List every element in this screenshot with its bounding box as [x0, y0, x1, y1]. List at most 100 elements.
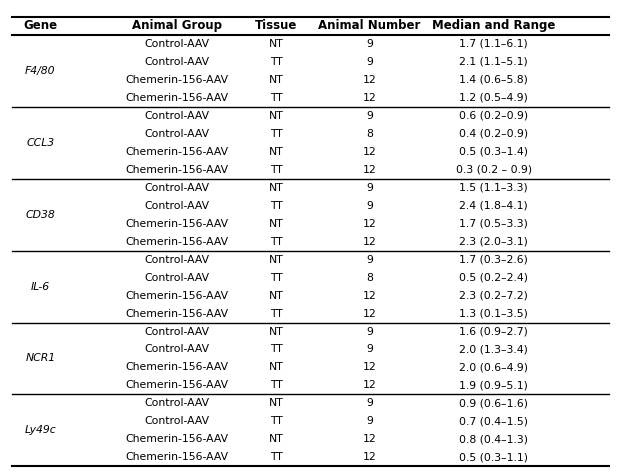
Text: 2.0 (1.3–3.4): 2.0 (1.3–3.4) [460, 344, 528, 354]
Text: Chemerin-156-AAV: Chemerin-156-AAV [125, 435, 229, 445]
Text: 8: 8 [366, 129, 373, 139]
Text: NT: NT [269, 399, 284, 408]
Text: 9: 9 [366, 417, 373, 427]
Text: TT: TT [270, 164, 283, 175]
Text: 0.5 (0.2–2.4): 0.5 (0.2–2.4) [459, 273, 528, 283]
Text: 9: 9 [366, 255, 373, 265]
Text: 1.7 (0.5–3.3): 1.7 (0.5–3.3) [460, 218, 528, 228]
Text: IL-6: IL-6 [31, 282, 50, 292]
Text: NT: NT [269, 326, 284, 336]
Text: Control-AAV: Control-AAV [145, 273, 209, 283]
Text: Chemerin-156-AAV: Chemerin-156-AAV [125, 380, 229, 390]
Text: Ly49c: Ly49c [24, 426, 57, 436]
Text: NT: NT [269, 435, 284, 445]
Text: 0.8 (0.4–1.3): 0.8 (0.4–1.3) [459, 435, 528, 445]
Text: 12: 12 [363, 218, 376, 228]
Text: 0.3 (0.2 – 0.9): 0.3 (0.2 – 0.9) [456, 164, 532, 175]
Text: NT: NT [269, 111, 284, 121]
Text: Chemerin-156-AAV: Chemerin-156-AAV [125, 147, 229, 157]
Text: 1.5 (1.1–3.3): 1.5 (1.1–3.3) [460, 182, 528, 192]
Text: 1.7 (0.3–2.6): 1.7 (0.3–2.6) [460, 255, 528, 265]
Text: 12: 12 [363, 164, 376, 175]
Text: 1.7 (1.1–6.1): 1.7 (1.1–6.1) [460, 38, 528, 48]
Text: Animal Group: Animal Group [132, 19, 222, 32]
Text: Control-AAV: Control-AAV [145, 326, 209, 336]
Text: Control-AAV: Control-AAV [145, 111, 209, 121]
Text: TT: TT [270, 344, 283, 354]
Text: 0.4 (0.2–0.9): 0.4 (0.2–0.9) [459, 129, 528, 139]
Text: 9: 9 [366, 182, 373, 192]
Text: 0.5 (0.3–1.4): 0.5 (0.3–1.4) [459, 147, 528, 157]
Text: 2.3 (2.0–3.1): 2.3 (2.0–3.1) [460, 237, 528, 247]
Text: 0.9 (0.6–1.6): 0.9 (0.6–1.6) [459, 399, 528, 408]
Text: TT: TT [270, 380, 283, 390]
Text: TT: TT [270, 57, 283, 66]
Text: 9: 9 [366, 326, 373, 336]
Text: TT: TT [270, 93, 283, 103]
Text: 12: 12 [363, 362, 376, 372]
Text: 12: 12 [363, 380, 376, 390]
Text: Chemerin-156-AAV: Chemerin-156-AAV [125, 218, 229, 228]
Text: Tissue: Tissue [255, 19, 297, 32]
Text: 0.7 (0.4–1.5): 0.7 (0.4–1.5) [459, 417, 528, 427]
Text: Chemerin-156-AAV: Chemerin-156-AAV [125, 308, 229, 319]
Text: F4/80: F4/80 [25, 66, 56, 76]
Text: TT: TT [270, 417, 283, 427]
Text: 1.2 (0.5–4.9): 1.2 (0.5–4.9) [460, 93, 528, 103]
Text: 1.6 (0.9–2.7): 1.6 (0.9–2.7) [460, 326, 528, 336]
Text: Animal Number: Animal Number [319, 19, 420, 32]
Text: TT: TT [270, 273, 283, 283]
Text: TT: TT [270, 129, 283, 139]
Text: Chemerin-156-AAV: Chemerin-156-AAV [125, 237, 229, 247]
Text: NT: NT [269, 255, 284, 265]
Text: TT: TT [270, 308, 283, 319]
Text: Gene: Gene [24, 19, 57, 32]
Text: NCR1: NCR1 [25, 353, 55, 363]
Text: NT: NT [269, 147, 284, 157]
Text: NT: NT [269, 38, 284, 48]
Text: 12: 12 [363, 93, 376, 103]
Text: Chemerin-156-AAV: Chemerin-156-AAV [125, 453, 229, 463]
Text: 9: 9 [366, 38, 373, 48]
Text: Chemerin-156-AAV: Chemerin-156-AAV [125, 75, 229, 85]
Text: NT: NT [269, 182, 284, 192]
Text: 9: 9 [366, 200, 373, 210]
Text: Control-AAV: Control-AAV [145, 57, 209, 66]
Text: 12: 12 [363, 308, 376, 319]
Text: 9: 9 [366, 57, 373, 66]
Text: Median and Range: Median and Range [432, 19, 555, 32]
Text: 12: 12 [363, 237, 376, 247]
Text: 12: 12 [363, 453, 376, 463]
Text: 12: 12 [363, 291, 376, 301]
Text: 0.6 (0.2–0.9): 0.6 (0.2–0.9) [459, 111, 528, 121]
Text: 0.5 (0.3–1.1): 0.5 (0.3–1.1) [459, 453, 528, 463]
Text: Control-AAV: Control-AAV [145, 38, 209, 48]
Text: 2.3 (0.2–7.2): 2.3 (0.2–7.2) [460, 291, 528, 301]
Text: Chemerin-156-AAV: Chemerin-156-AAV [125, 164, 229, 175]
Text: 2.1 (1.1–5.1): 2.1 (1.1–5.1) [460, 57, 528, 66]
Text: Control-AAV: Control-AAV [145, 255, 209, 265]
Text: 2.0 (0.6–4.9): 2.0 (0.6–4.9) [459, 362, 528, 372]
Text: Control-AAV: Control-AAV [145, 344, 209, 354]
Text: 2.4 (1.8–4.1): 2.4 (1.8–4.1) [460, 200, 528, 210]
Text: NT: NT [269, 362, 284, 372]
Text: 9: 9 [366, 399, 373, 408]
Text: 9: 9 [366, 344, 373, 354]
Text: Control-AAV: Control-AAV [145, 417, 209, 427]
Text: Chemerin-156-AAV: Chemerin-156-AAV [125, 362, 229, 372]
Text: 1.4 (0.6–5.8): 1.4 (0.6–5.8) [460, 75, 528, 85]
Text: 9: 9 [366, 111, 373, 121]
Text: CD38: CD38 [25, 209, 55, 219]
Text: CCL3: CCL3 [26, 138, 55, 148]
Text: Control-AAV: Control-AAV [145, 399, 209, 408]
Text: TT: TT [270, 200, 283, 210]
Text: TT: TT [270, 453, 283, 463]
Text: Control-AAV: Control-AAV [145, 182, 209, 192]
Text: Chemerin-156-AAV: Chemerin-156-AAV [125, 93, 229, 103]
Text: 1.9 (0.9–5.1): 1.9 (0.9–5.1) [460, 380, 528, 390]
Text: 1.3 (0.1–3.5): 1.3 (0.1–3.5) [460, 308, 528, 319]
Text: NT: NT [269, 291, 284, 301]
Text: NT: NT [269, 75, 284, 85]
Text: 12: 12 [363, 147, 376, 157]
Text: Control-AAV: Control-AAV [145, 200, 209, 210]
